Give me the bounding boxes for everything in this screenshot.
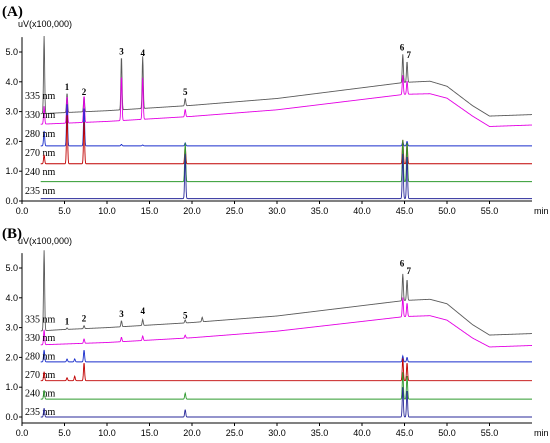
- peak-annotation: 3: [119, 46, 124, 56]
- series-trace: [40, 297, 533, 348]
- peak-annotation: 4: [140, 306, 145, 316]
- peak-annotation: 1: [65, 317, 70, 327]
- series-trace: [40, 115, 532, 165]
- y-tick-label: 4.0: [5, 293, 18, 303]
- series-label: 235 nm: [25, 407, 56, 418]
- x-tick-label: 50.0: [438, 206, 456, 216]
- series-label: 330 nm: [25, 333, 56, 344]
- x-tick-label: 15.0: [141, 428, 159, 438]
- x-tick-label: 40.0: [353, 206, 371, 216]
- peak-annotation: 6: [400, 43, 405, 53]
- chart-panel-a: (A)uV(x100,000) 0.0 1.0 2.0 3.0 4.0 5.0 0.0 5.0 1…: [2, 4, 549, 216]
- series-trace: [40, 104, 532, 147]
- peak-annotation: 5: [183, 311, 188, 321]
- x-tick-label: 0.0: [16, 206, 29, 216]
- y-tick-label: 0.0: [5, 196, 18, 206]
- series-label: 330 nm: [25, 110, 56, 121]
- series-label: 270 nm: [25, 148, 56, 159]
- y-tick-label: 2.0: [5, 352, 18, 362]
- series-trace: [40, 250, 533, 336]
- series-trace: [40, 372, 532, 400]
- panel-label: (B): [2, 226, 22, 242]
- peak-annotation: 2: [82, 87, 87, 97]
- x-axis-label: min: [534, 428, 549, 438]
- chart-panel-b: (B)uV(x100,000) 0.0 1.0 2.0 3.0 4.0 5.0 0.0 5.0 1…: [2, 226, 549, 438]
- x-tick-label: 0.0: [16, 428, 29, 438]
- x-tick-label: 20.0: [183, 206, 201, 216]
- series-trace: [40, 36, 533, 117]
- series-label: 280 nm: [25, 352, 56, 363]
- series-label: 235 nm: [25, 186, 56, 197]
- x-tick-label: 35.0: [311, 206, 329, 216]
- series-trace: [40, 387, 532, 418]
- series-trace: [40, 358, 532, 382]
- y-axis-label: uV(x100,000): [18, 19, 72, 29]
- peak-annotation: 2: [82, 314, 87, 324]
- peak-annotation: 7: [407, 266, 412, 276]
- x-tick-label: 25.0: [226, 428, 244, 438]
- x-tick-label: 30.0: [268, 428, 286, 438]
- x-tick-label: 15.0: [141, 206, 159, 216]
- series-trace: [40, 153, 532, 200]
- x-tick-label: 55.0: [481, 206, 499, 216]
- peak-annotation: 5: [183, 87, 188, 97]
- peak-annotation: 7: [407, 50, 412, 60]
- y-tick-label: 3.0: [5, 323, 18, 333]
- x-tick-label: 55.0: [481, 428, 499, 438]
- panel-label: (A): [2, 4, 23, 20]
- peak-annotation: 3: [119, 309, 124, 319]
- x-tick-label: 25.0: [226, 206, 244, 216]
- x-tick-label: 35.0: [311, 428, 329, 438]
- x-tick-label: 10.0: [98, 206, 116, 216]
- x-axis-label: min: [534, 206, 549, 216]
- y-axis-label: uV(x100,000): [18, 236, 72, 246]
- series-trace: [40, 349, 532, 363]
- series-label: 270 nm: [25, 370, 56, 381]
- y-tick-label: 2.0: [5, 136, 18, 146]
- x-tick-label: 5.0: [58, 206, 71, 216]
- y-tick-label: 5.0: [5, 263, 18, 273]
- x-tick-label: 20.0: [183, 428, 201, 438]
- y-tick-label: 5.0: [5, 47, 18, 57]
- y-tick-label: 1.0: [5, 382, 18, 392]
- y-tick-label: 0.0: [5, 412, 18, 422]
- y-tick-label: 1.0: [5, 166, 18, 176]
- x-tick-label: 10.0: [98, 428, 116, 438]
- x-tick-label: 5.0: [58, 428, 71, 438]
- series-trace: [40, 75, 533, 127]
- peak-annotation: 6: [400, 259, 405, 269]
- peak-annotation: 1: [65, 82, 70, 92]
- series-label: 280 nm: [25, 129, 56, 140]
- x-tick-label: 45.0: [396, 206, 414, 216]
- series-label: 240 nm: [25, 167, 56, 178]
- series-label: 335 nm: [25, 315, 56, 326]
- y-tick-label: 4.0: [5, 77, 18, 87]
- y-tick-label: 3.0: [5, 107, 18, 117]
- series-label: 335 nm: [25, 91, 56, 102]
- series-label: 240 nm: [25, 389, 56, 400]
- x-tick-label: 30.0: [268, 206, 286, 216]
- series-trace: [40, 139, 532, 183]
- peak-annotation: 4: [140, 48, 145, 58]
- x-tick-label: 40.0: [353, 428, 371, 438]
- x-tick-label: 45.0: [396, 428, 414, 438]
- x-tick-label: 50.0: [438, 428, 456, 438]
